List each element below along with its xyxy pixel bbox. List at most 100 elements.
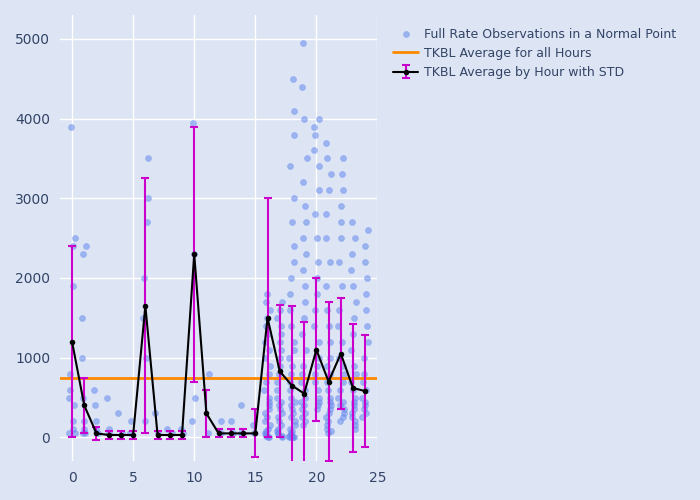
Full Rate Observations in a Normal Point (332, 394, 344, 402)
Full Rate Observations in a Normal Point (260, 298, 272, 306)
Full Rate Observations in a Normal Point (286, 402, 297, 409)
Full Rate Observations in a Normal Point (313, 394, 324, 402)
Full Rate Observations in a Normal Point (275, 322, 286, 330)
Full Rate Observations in a Normal Point (64, 370, 76, 378)
Full Rate Observations in a Normal Point (264, 306, 275, 314)
Full Rate Observations in a Normal Point (92, 430, 104, 438)
Full Rate Observations in a Normal Point (235, 402, 246, 409)
Full Rate Observations in a Normal Point (348, 330, 359, 338)
Full Rate Observations in a Normal Point (113, 410, 124, 418)
Full Rate Observations in a Normal Point (274, 370, 285, 378)
Full Rate Observations in a Normal Point (296, 82, 307, 90)
Full Rate Observations in a Normal Point (361, 322, 372, 330)
Full Rate Observations in a Normal Point (299, 314, 310, 322)
Full Rate Observations in a Normal Point (285, 306, 296, 314)
Full Rate Observations in a Normal Point (313, 338, 324, 345)
Full Rate Observations in a Normal Point (276, 410, 288, 418)
Full Rate Observations in a Normal Point (64, 386, 76, 394)
Full Rate Observations in a Normal Point (77, 250, 88, 258)
Full Rate Observations in a Normal Point (302, 154, 313, 162)
Full Rate Observations in a Normal Point (288, 130, 300, 138)
Full Rate Observations in a Normal Point (360, 410, 372, 418)
Full Rate Observations in a Normal Point (274, 354, 286, 362)
Full Rate Observations in a Normal Point (325, 394, 336, 402)
Full Rate Observations in a Normal Point (90, 402, 101, 409)
Full Rate Observations in a Normal Point (226, 418, 237, 426)
Full Rate Observations in a Normal Point (348, 362, 359, 370)
Full Rate Observations in a Normal Point (102, 394, 113, 402)
Full Rate Observations in a Normal Point (68, 242, 79, 250)
Full Rate Observations in a Normal Point (260, 378, 272, 386)
Full Rate Observations in a Normal Point (361, 274, 372, 282)
Full Rate Observations in a Normal Point (261, 427, 272, 435)
Full Rate Observations in a Normal Point (312, 362, 323, 370)
Full Rate Observations in a Normal Point (346, 414, 358, 422)
Full Rate Observations in a Normal Point (297, 39, 308, 47)
Full Rate Observations in a Normal Point (261, 430, 272, 438)
Full Rate Observations in a Normal Point (351, 370, 362, 378)
Full Rate Observations in a Normal Point (321, 422, 332, 430)
Full Rate Observations in a Normal Point (333, 354, 344, 362)
Full Rate Observations in a Normal Point (300, 418, 311, 426)
Full Rate Observations in a Normal Point (139, 418, 150, 426)
Full Rate Observations in a Normal Point (69, 234, 80, 242)
Full Rate Observations in a Normal Point (322, 418, 333, 426)
Full Rate Observations in a Normal Point (350, 298, 361, 306)
Full Rate Observations in a Normal Point (286, 370, 297, 378)
Full Rate Observations in a Normal Point (78, 394, 89, 402)
Full Rate Observations in a Normal Point (320, 210, 331, 218)
Full Rate Observations in a Normal Point (248, 430, 260, 438)
Full Rate Observations in a Normal Point (347, 386, 358, 394)
Full Rate Observations in a Normal Point (66, 122, 77, 130)
Full Rate Observations in a Normal Point (90, 418, 101, 426)
Full Rate Observations in a Normal Point (287, 432, 298, 440)
Full Rate Observations in a Normal Point (261, 414, 272, 422)
Full Rate Observations in a Normal Point (312, 386, 323, 394)
Full Rate Observations in a Normal Point (78, 426, 90, 434)
Full Rate Observations in a Normal Point (285, 378, 296, 386)
Full Rate Observations in a Normal Point (324, 338, 335, 345)
Full Rate Observations in a Normal Point (288, 338, 300, 345)
Full Rate Observations in a Normal Point (360, 242, 371, 250)
Full Rate Observations in a Normal Point (67, 418, 78, 426)
Full Rate Observations in a Normal Point (313, 258, 324, 266)
Full Rate Observations in a Normal Point (345, 266, 356, 274)
Full Rate Observations in a Normal Point (79, 418, 90, 426)
Full Rate Observations in a Normal Point (321, 426, 332, 434)
Full Rate Observations in a Normal Point (285, 430, 296, 438)
Full Rate Observations in a Normal Point (360, 290, 372, 298)
Full Rate Observations in a Normal Point (286, 362, 297, 370)
Full Rate Observations in a Normal Point (264, 370, 275, 378)
Full Rate Observations in a Normal Point (310, 370, 321, 378)
Full Rate Observations in a Normal Point (289, 258, 300, 266)
Full Rate Observations in a Normal Point (271, 378, 282, 386)
Full Rate Observations in a Normal Point (324, 370, 335, 378)
Full Rate Observations in a Normal Point (337, 154, 349, 162)
Full Rate Observations in a Normal Point (286, 218, 297, 226)
Full Rate Observations in a Normal Point (284, 433, 295, 441)
Full Rate Observations in a Normal Point (274, 306, 285, 314)
Full Rate Observations in a Normal Point (309, 122, 320, 130)
Full Rate Observations in a Normal Point (335, 234, 346, 242)
Full Rate Observations in a Normal Point (272, 427, 283, 435)
Full Rate Observations in a Normal Point (358, 354, 370, 362)
Full Rate Observations in a Normal Point (167, 430, 178, 438)
Full Rate Observations in a Normal Point (188, 118, 199, 126)
Full Rate Observations in a Normal Point (263, 398, 274, 406)
Full Rate Observations in a Normal Point (77, 354, 88, 362)
Full Rate Observations in a Normal Point (338, 370, 349, 378)
Full Rate Observations in a Normal Point (285, 274, 296, 282)
Full Rate Observations in a Normal Point (143, 194, 154, 202)
Full Rate Observations in a Normal Point (286, 394, 297, 402)
Full Rate Observations in a Normal Point (78, 430, 89, 438)
Full Rate Observations in a Normal Point (236, 430, 247, 438)
Full Rate Observations in a Normal Point (300, 410, 311, 418)
Full Rate Observations in a Normal Point (285, 426, 296, 434)
Full Rate Observations in a Normal Point (361, 306, 372, 314)
Full Rate Observations in a Normal Point (90, 426, 101, 434)
Full Rate Observations in a Normal Point (150, 410, 161, 418)
Full Rate Observations in a Normal Point (337, 186, 348, 194)
Full Rate Observations in a Normal Point (216, 430, 227, 438)
Full Rate Observations in a Normal Point (69, 430, 80, 438)
Full Rate Observations in a Normal Point (202, 430, 214, 438)
